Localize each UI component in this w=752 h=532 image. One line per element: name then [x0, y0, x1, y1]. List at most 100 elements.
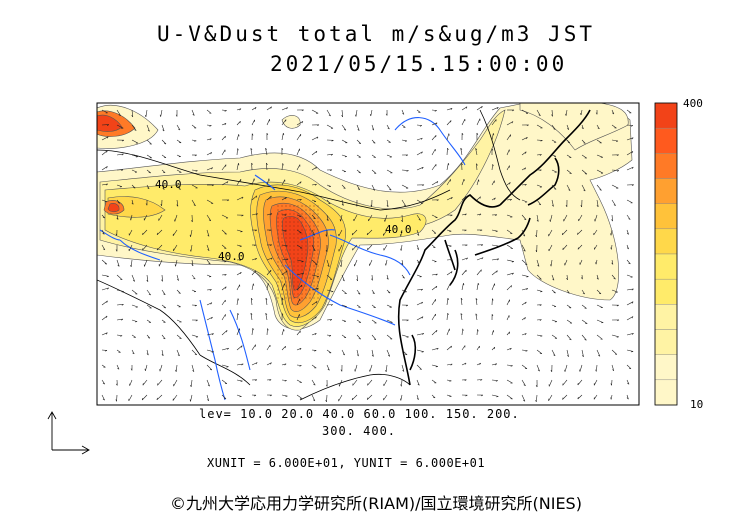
wind-vector	[596, 184, 602, 191]
wind-vector	[340, 214, 343, 222]
wind-vector	[251, 283, 254, 291]
wind-vector-head	[117, 202, 120, 204]
wind-vector-head	[358, 142, 361, 144]
wind-vector-head	[496, 270, 498, 273]
wind-vector	[161, 319, 166, 323]
wind-vector	[326, 109, 331, 117]
wind-vector	[281, 229, 287, 232]
wind-vector	[536, 154, 542, 156]
wind-vector	[626, 151, 634, 156]
wind-vector	[431, 347, 439, 351]
wind-vector-head	[540, 140, 543, 142]
wind-vector	[536, 214, 539, 222]
wind-vector	[431, 229, 437, 234]
wind-vector	[536, 289, 543, 292]
wind-vector-head	[266, 162, 268, 165]
wind-vector	[281, 379, 287, 381]
wind-vector-head	[406, 319, 409, 322]
wind-vector-head	[121, 169, 124, 171]
wind-vector-head	[299, 348, 302, 350]
wind-vector-head	[616, 154, 619, 157]
wind-vector-head	[250, 298, 253, 300]
wind-vector-head	[479, 362, 481, 365]
wind-vector	[161, 154, 167, 158]
wind-vector-head	[161, 279, 163, 282]
wind-vector	[566, 289, 570, 294]
wind-vector	[446, 229, 452, 232]
wind-vector-head	[209, 289, 212, 291]
wind-vector-head	[526, 288, 529, 291]
wind-vector-head	[613, 278, 616, 280]
wind-vector	[206, 124, 212, 126]
wind-vector	[577, 229, 583, 235]
wind-vector	[491, 133, 494, 141]
wind-vector	[550, 259, 553, 267]
wind-vector	[141, 394, 148, 401]
wind-vector	[206, 109, 212, 114]
wind-vector-head	[301, 284, 303, 287]
wind-vector	[416, 166, 424, 171]
wind-vector	[562, 229, 568, 236]
wind-vector-head	[132, 279, 135, 282]
wind-vector-head	[343, 129, 347, 131]
wind-vector-head	[371, 354, 374, 357]
wind-vector	[236, 244, 242, 247]
map-timestamp: 2021/05/15.15:00:00	[270, 52, 568, 76]
wind-vector	[581, 289, 585, 295]
wind-vector-head	[370, 204, 372, 207]
wind-vector-head	[209, 138, 212, 141]
wind-vector	[581, 334, 587, 341]
wind-vector-head	[539, 169, 542, 172]
contour-levels: lev= 10.0 20.0 40.0 60.0 100. 150. 200.	[199, 407, 520, 421]
wind-vector-head	[540, 291, 543, 293]
wind-vector-head	[224, 136, 226, 139]
wind-vector-head	[403, 204, 406, 207]
wind-vector-head	[284, 363, 287, 366]
wind-vector	[521, 317, 526, 321]
wind-vector-head	[327, 265, 330, 267]
wind-vector-head	[509, 199, 512, 201]
wind-vector	[521, 214, 527, 220]
wind-vector	[338, 394, 343, 402]
wind-vector	[265, 148, 268, 156]
wind-vector-head	[356, 279, 358, 282]
wind-vector-head	[147, 129, 150, 132]
colorbar	[654, 102, 678, 406]
colorbar-swatch	[654, 278, 678, 305]
wind-vector	[191, 139, 197, 142]
wind-vector-head	[597, 127, 600, 130]
wind-vector	[131, 289, 138, 295]
wind-vector	[401, 259, 404, 265]
wind-vector	[116, 214, 119, 220]
wind-vector	[536, 274, 542, 280]
wind-vector	[221, 347, 229, 351]
wind-vector-head	[417, 383, 420, 386]
wind-vector	[191, 289, 197, 292]
wind-vector	[416, 151, 423, 156]
wind-vector	[506, 379, 513, 384]
wind-vector	[446, 345, 452, 351]
wind-vector-head	[103, 248, 106, 251]
wind-vector-head	[372, 292, 375, 294]
wind-vector	[593, 379, 598, 386]
wind-vector	[101, 332, 108, 336]
wind-vector-head	[269, 394, 272, 397]
wind-vector	[131, 139, 139, 144]
wind-vector	[431, 394, 436, 399]
wind-vector	[611, 214, 613, 222]
wind-vector	[296, 121, 304, 126]
wind-vector-head	[582, 292, 585, 295]
wind-vector-head	[435, 285, 438, 289]
wind-vector-head	[267, 328, 269, 331]
wind-vector-head	[358, 293, 361, 295]
wind-vector	[296, 134, 302, 141]
wind-vector-head	[567, 128, 569, 130]
wind-vector-head	[193, 204, 196, 207]
wind-vector-head	[584, 339, 587, 341]
wind-vector	[506, 272, 514, 276]
wind-vector	[156, 244, 163, 251]
wind-vector	[221, 286, 227, 291]
wind-vector-head	[389, 189, 392, 191]
wind-vector-head	[106, 150, 108, 153]
wind-vector	[281, 258, 289, 261]
